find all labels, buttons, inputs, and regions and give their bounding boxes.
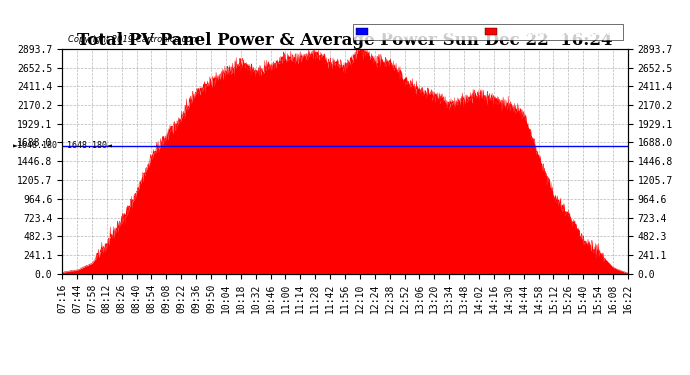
Legend: Average  (DC Watts), PV Panels  (DC Watts): Average (DC Watts), PV Panels (DC Watts) (353, 24, 623, 40)
Text: Copyright 2019 Cartronics.com: Copyright 2019 Cartronics.com (68, 35, 199, 44)
Title: Total PV Panel Power & Average Power Sun Dec 22  16:24: Total PV Panel Power & Average Power Sun… (77, 32, 613, 49)
Text: ►1648.180: ►1648.180 (12, 141, 58, 150)
Text: 1648.180◄: 1648.180◄ (66, 141, 112, 150)
